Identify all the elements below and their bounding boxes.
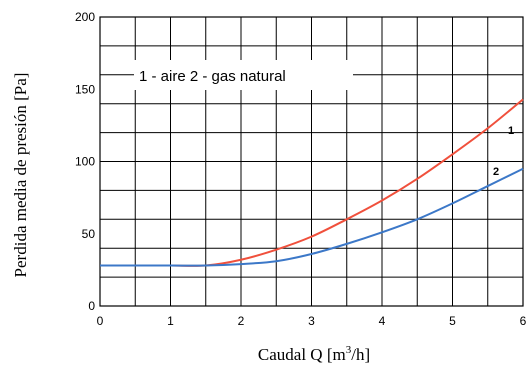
y-axis-label: Perdida media de presión [Pa] bbox=[11, 73, 30, 278]
y-tick-label: 50 bbox=[82, 227, 96, 241]
x-tick-label: 1 bbox=[167, 314, 174, 328]
x-axis: 0 1 2 3 4 5 6 bbox=[97, 314, 527, 328]
x-tick-label: 5 bbox=[449, 314, 456, 328]
y-tick-label: 200 bbox=[75, 10, 95, 24]
x-tick-label: 6 bbox=[520, 314, 527, 328]
y-axis: 0 50 100 150 200 bbox=[75, 10, 95, 313]
x-axis-label-main: Caudal Q [m bbox=[258, 345, 346, 364]
y-tick-label: 100 bbox=[75, 155, 95, 169]
x-tick-label: 3 bbox=[308, 314, 315, 328]
series-label-1: 1 bbox=[508, 125, 514, 137]
x-axis-label: Caudal Q [m3/h] bbox=[258, 344, 370, 364]
y-tick-label: 0 bbox=[88, 299, 95, 313]
x-tick-label: 2 bbox=[238, 314, 245, 328]
series-label-2: 2 bbox=[493, 166, 499, 178]
x-tick-label: 4 bbox=[379, 314, 386, 328]
x-tick-label: 0 bbox=[97, 314, 104, 328]
legend: 1 - aire 2 - gas natural bbox=[134, 60, 353, 90]
legend-text: 1 - aire 2 - gas natural bbox=[139, 68, 286, 85]
y-tick-label: 150 bbox=[75, 82, 95, 96]
x-axis-label-end: /h] bbox=[351, 345, 370, 364]
